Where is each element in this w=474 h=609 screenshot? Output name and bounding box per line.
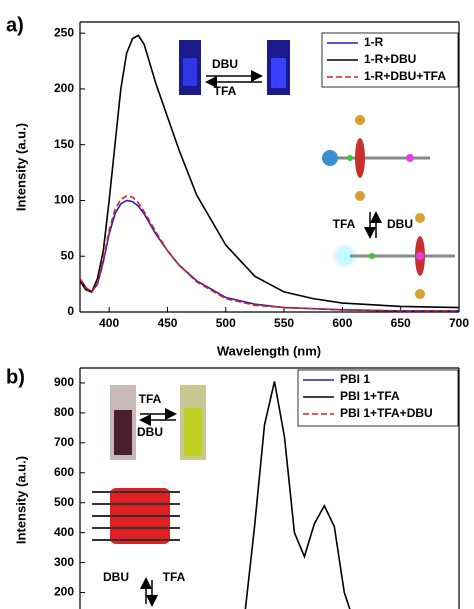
x-axis-label: Wavelength (nm)	[217, 343, 321, 358]
x-tick-label: 450	[157, 316, 177, 330]
x-tick-label: 400	[99, 316, 119, 330]
vial-inset	[179, 40, 290, 95]
y-tick-label: 0	[67, 304, 74, 318]
y-tick-label: 150	[54, 137, 74, 151]
y-axis-label: Intensity (a.u.)	[13, 123, 28, 211]
annotation: DBU	[212, 57, 238, 71]
annotation: DBU	[387, 217, 413, 231]
stack-inset	[92, 488, 180, 607]
legend-label: 1-R	[364, 35, 384, 49]
y-tick-label: 400	[54, 525, 74, 539]
legend-label: 1-R+DBU+TFA	[364, 69, 446, 83]
series-line	[80, 34, 459, 309]
x-tick-label: 600	[332, 316, 352, 330]
y-tick-label: 600	[54, 465, 74, 479]
y-tick-label: 300	[54, 555, 74, 569]
y-tick-label: 200	[54, 585, 74, 599]
legend-label: 1-R+DBU	[364, 52, 416, 66]
y-tick-label: 250	[54, 25, 74, 39]
series-line	[244, 381, 351, 609]
annotation: TFA	[214, 84, 237, 98]
molecule-inset	[322, 115, 455, 299]
x-tick-label: 500	[216, 316, 236, 330]
plot-area	[80, 34, 459, 312]
annotation: DBU	[103, 570, 129, 584]
panel-label: a)	[6, 14, 24, 36]
panel-label: b)	[6, 366, 25, 388]
series-line	[80, 195, 459, 312]
y-tick-label: 900	[54, 375, 74, 389]
annotation: DBU	[137, 425, 163, 439]
y-tick-label: 100	[54, 193, 74, 207]
x-tick-label: 550	[274, 316, 294, 330]
y-tick-label: 500	[54, 495, 74, 509]
y-tick-label: 200	[54, 81, 74, 95]
y-tick-label: 50	[61, 248, 75, 262]
vial-inset	[110, 385, 206, 460]
legend-label: PBI 1+TFA+DBU	[340, 406, 433, 420]
plot-area	[244, 381, 351, 609]
annotation: TFA	[139, 392, 162, 406]
x-tick-label: 700	[449, 316, 469, 330]
legend-label: PBI 1	[340, 372, 370, 386]
y-tick-label: 800	[54, 405, 74, 419]
y-axis-label: Intensity (a.u.)	[13, 456, 28, 544]
legend-label: PBI 1+TFA	[340, 389, 400, 403]
y-tick-label: 700	[54, 435, 74, 449]
annotation: TFA	[333, 217, 356, 231]
x-tick-label: 650	[391, 316, 411, 330]
annotation: TFA	[163, 570, 186, 584]
